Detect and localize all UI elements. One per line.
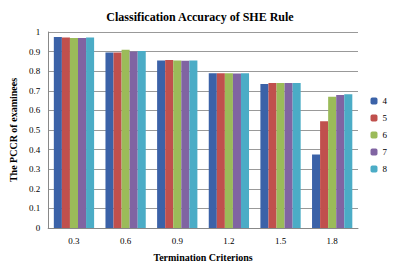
svg-text:0.2: 0.2 (29, 184, 40, 194)
svg-text:0.1: 0.1 (29, 203, 40, 213)
svg-text:0.9: 0.9 (29, 47, 41, 57)
svg-text:0.6: 0.6 (120, 236, 132, 246)
svg-text:7: 7 (383, 147, 388, 157)
svg-text:0.3: 0.3 (29, 164, 41, 174)
svg-text:0.4: 0.4 (29, 145, 41, 155)
svg-text:Termination Criterions: Termination Criterions (153, 252, 252, 263)
svg-text:1.8: 1.8 (327, 236, 339, 246)
svg-text:0.5: 0.5 (29, 125, 41, 135)
svg-text:0.6: 0.6 (29, 105, 41, 115)
svg-text:5: 5 (383, 113, 388, 123)
svg-text:1.5: 1.5 (275, 236, 287, 246)
svg-text:0.7: 0.7 (29, 86, 41, 96)
svg-text:1.2: 1.2 (223, 236, 234, 246)
svg-text:0.8: 0.8 (29, 66, 41, 76)
svg-text:4: 4 (383, 96, 388, 106)
svg-text:Classification Accuracy of SHE: Classification Accuracy of SHE Rule (106, 10, 294, 24)
svg-text:8: 8 (383, 164, 388, 174)
svg-text:1: 1 (36, 27, 41, 37)
svg-text:0.9: 0.9 (172, 236, 184, 246)
svg-text:0: 0 (36, 223, 41, 233)
svg-text:0.3: 0.3 (68, 236, 80, 246)
svg-text:6: 6 (383, 130, 388, 140)
svg-text:The PCCR of examinees: The PCCR of examinees (8, 78, 19, 182)
